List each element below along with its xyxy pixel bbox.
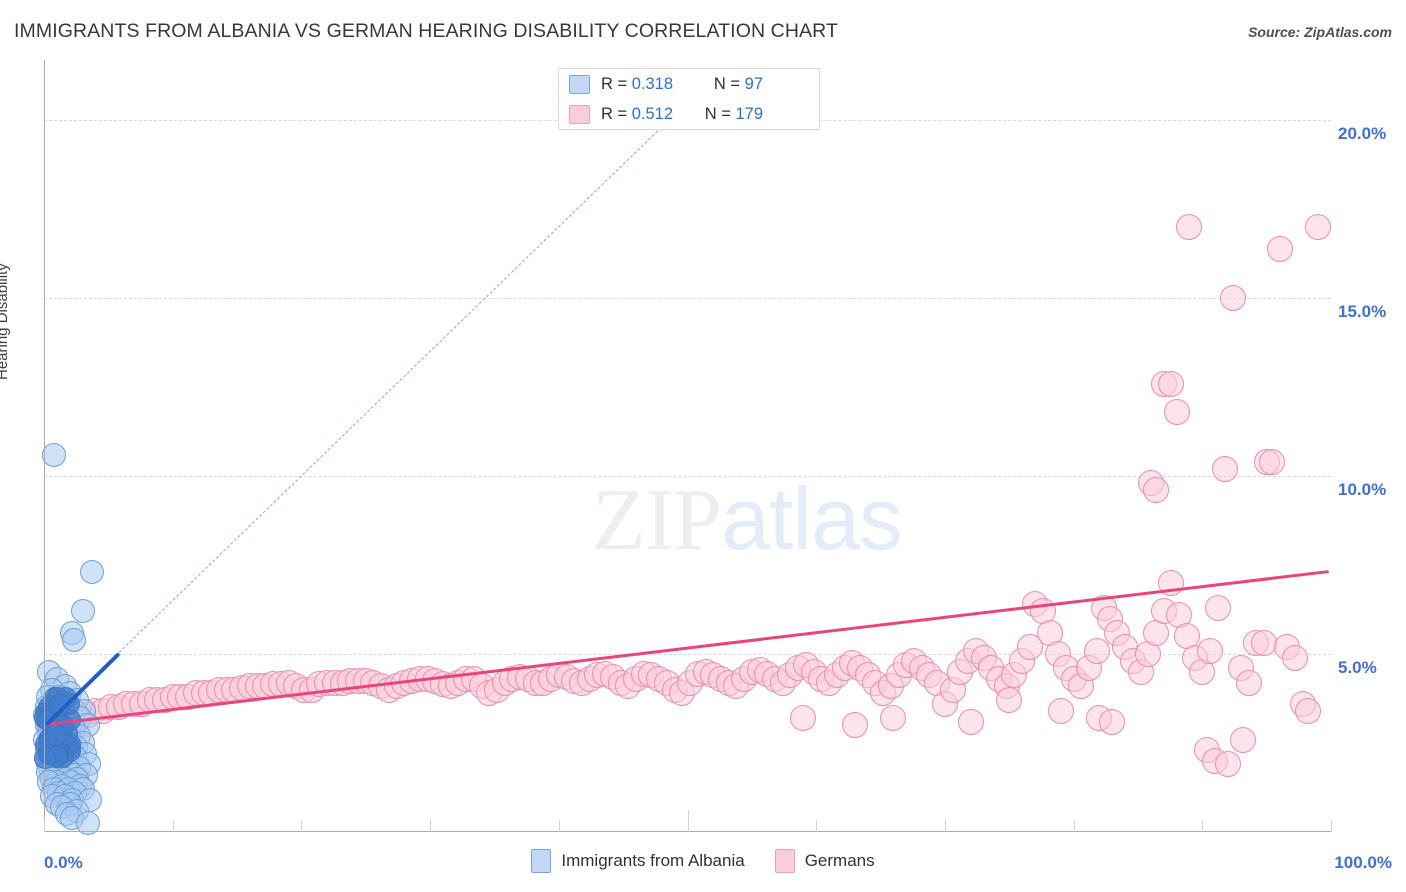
scatter-point xyxy=(1305,214,1331,240)
stats-n-albania: N = 97 xyxy=(687,75,763,94)
scatter-point xyxy=(1282,645,1308,671)
legend-label-germans: Germans xyxy=(805,851,875,871)
x-axis-tick xyxy=(44,820,45,832)
scatter-point xyxy=(996,687,1022,713)
trend-line xyxy=(118,99,690,653)
scatter-point xyxy=(842,712,868,738)
x-axis-tick xyxy=(559,820,560,832)
scatter-point xyxy=(1084,638,1110,664)
x-axis-tick xyxy=(430,820,431,832)
scatter-point xyxy=(1164,399,1190,425)
scatter-point xyxy=(80,560,104,584)
series-swatch-germans-icon xyxy=(569,105,590,124)
legend-item-albania[interactable]: Immigrants from Albania xyxy=(531,849,744,873)
correlation-stats-box: R = 0.318 N = 97 R = 0.512 N = 179 xyxy=(558,68,820,130)
x-axis-tick xyxy=(688,810,689,832)
x-axis-tick xyxy=(1074,820,1075,832)
source-attribution: Source: ZipAtlas.com xyxy=(1248,24,1392,40)
n-value-albania: 97 xyxy=(745,75,763,93)
y-axis-label: 15.0% xyxy=(1338,302,1386,322)
stats-r-germans: R = 0.512 xyxy=(601,105,687,124)
x-axis-tick xyxy=(1331,820,1332,832)
page-title: IMMIGRANTS FROM ALBANIA VS GERMAN HEARIN… xyxy=(14,20,838,43)
stats-row-germans: R = 0.512 N = 179 xyxy=(559,99,819,129)
r-label-germans: R = xyxy=(601,105,632,123)
stats-n-germans: N = 179 xyxy=(687,105,763,124)
n-label-germans: N = xyxy=(705,105,736,123)
y-axis-label: 5.0% xyxy=(1338,658,1377,678)
x-axis-tick xyxy=(173,820,174,832)
gridline xyxy=(44,476,1331,477)
scatter-point xyxy=(1230,727,1256,753)
n-value-germans: 179 xyxy=(735,105,763,123)
stats-r-albania: R = 0.318 xyxy=(601,75,687,94)
watermark-atlas: atlas xyxy=(721,469,902,568)
y-axis-label: 20.0% xyxy=(1338,124,1386,144)
x-axis-tick xyxy=(816,820,817,832)
scatter-point xyxy=(42,443,66,467)
scatter-point xyxy=(71,599,95,623)
scatter-point xyxy=(1143,477,1169,503)
scatter-point xyxy=(790,705,816,731)
r-label-albania: R = xyxy=(601,75,632,93)
scatter-point xyxy=(880,705,906,731)
legend-label-albania: Immigrants from Albania xyxy=(561,851,744,871)
legend-item-germans[interactable]: Germans xyxy=(775,849,875,873)
y-axis-label: 10.0% xyxy=(1338,480,1386,500)
x-axis-tick xyxy=(1202,820,1203,832)
scatter-point xyxy=(1205,595,1231,621)
n-label-albania: N = xyxy=(714,75,745,93)
y-axis-line xyxy=(44,60,45,832)
scatter-point xyxy=(62,628,86,652)
watermark-zip: ZIP xyxy=(592,472,721,569)
y-axis-title: Hearing Disability xyxy=(0,180,11,380)
scatter-point xyxy=(1197,638,1223,664)
r-value-germans: 0.512 xyxy=(632,105,673,123)
legend-swatch-albania-icon xyxy=(531,849,551,873)
scatter-point xyxy=(1259,449,1285,475)
scatter-point xyxy=(1236,670,1262,696)
x-axis-tick xyxy=(301,820,302,832)
scatter-point xyxy=(1220,285,1246,311)
chart-plot-area: ZIPatlas xyxy=(44,60,1331,832)
scatter-point xyxy=(45,724,67,746)
scatter-point xyxy=(1295,698,1321,724)
scatter-point xyxy=(1099,709,1125,735)
scatter-point xyxy=(958,709,984,735)
scatter-point xyxy=(1267,236,1293,262)
gridline xyxy=(44,298,1331,299)
scatter-point xyxy=(1215,751,1241,777)
chart-legend: Immigrants from Albania Germans xyxy=(0,849,1406,873)
r-value-albania: 0.318 xyxy=(632,75,673,93)
legend-swatch-germans-icon xyxy=(775,849,795,873)
scatter-point xyxy=(1048,698,1074,724)
series-swatch-albania-icon xyxy=(569,75,590,94)
stats-row-albania: R = 0.318 N = 97 xyxy=(559,69,819,99)
scatter-point xyxy=(1251,630,1277,656)
scatter-point xyxy=(1158,371,1184,397)
scatter-point xyxy=(1212,456,1238,482)
scatter-point xyxy=(1176,214,1202,240)
x-axis-tick xyxy=(945,820,946,832)
